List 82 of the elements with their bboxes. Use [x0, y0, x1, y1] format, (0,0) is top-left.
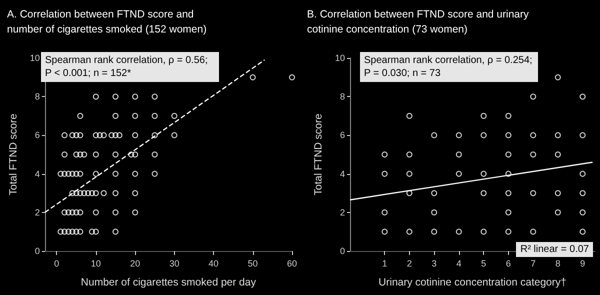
point: [480, 132, 487, 138]
y-tick-label: 8: [34, 92, 40, 102]
point: [554, 209, 561, 216]
point: [580, 170, 586, 177]
point: [382, 170, 388, 177]
y-tick-label: 0: [34, 246, 40, 256]
point: [480, 190, 487, 196]
point: [505, 209, 512, 216]
point: [554, 152, 561, 158]
point: [480, 112, 487, 119]
y-tick-label: 4: [34, 168, 40, 179]
point: [530, 94, 536, 100]
point: [431, 209, 438, 216]
x-tick-label: 20: [130, 258, 140, 268]
x-axis-title: Urinary cotinine concentration category†: [378, 276, 567, 288]
x-tick-label: 60: [286, 258, 297, 268]
x-tick-label: 10: [90, 258, 101, 268]
point: [406, 152, 412, 158]
point: [580, 132, 586, 138]
y-tick-label: 6: [34, 130, 40, 140]
point: [580, 190, 586, 196]
x-tick-label: 30: [169, 258, 180, 268]
point: [580, 209, 586, 216]
point: [554, 74, 561, 80]
point: [406, 228, 412, 235]
x-tick-label: 7: [530, 258, 536, 268]
point: [456, 228, 462, 235]
point: [505, 132, 512, 138]
y-tick-label: 6: [340, 130, 345, 140]
x-tick-label: 1: [382, 258, 388, 268]
point: [406, 190, 412, 196]
chart-title: A. Correlation between FTND score and number of cigarettes smoked (152 women): [7, 8, 207, 36]
point: [456, 170, 462, 177]
x-tick-label: 5: [481, 258, 486, 268]
point: [530, 228, 536, 235]
x-tick-label: 2: [406, 258, 412, 268]
point: [431, 228, 438, 235]
x-tick-label: 8: [555, 258, 560, 268]
y-tick-label: 2: [340, 207, 345, 218]
point: [382, 228, 388, 235]
x-tick-label: 4: [456, 258, 462, 268]
point: [382, 152, 388, 158]
y-axis-title: Total FTND score: [312, 114, 325, 196]
y-axis-title: Total FTND score: [8, 114, 20, 196]
x-tick-label: 3: [432, 258, 437, 268]
point: [431, 132, 438, 138]
point: [456, 132, 462, 138]
point: [505, 170, 512, 177]
x-tick-label: 9: [580, 258, 586, 268]
y-tick-label: 8: [340, 92, 345, 102]
point: [530, 132, 536, 138]
point: [554, 190, 561, 196]
point: [505, 190, 512, 196]
x-tick-label: 50: [248, 258, 258, 268]
y-tick-label: 10: [334, 53, 345, 63]
point: [406, 170, 412, 177]
point: [406, 112, 412, 119]
point: [480, 228, 487, 235]
point: [580, 94, 586, 100]
chart-title: B. Correlation between FTND score and urinary cotinine concentration (73 women): [307, 8, 532, 36]
point: [480, 170, 487, 177]
point: [530, 190, 536, 196]
x-tick-label: 6: [506, 258, 511, 268]
y-tick-label: 4: [340, 168, 345, 179]
point: [382, 209, 388, 216]
annotation: Spearman rank correlation, ρ = 0.56; P < 0.001; n = 152*: [41, 52, 219, 82]
x-axis-title: Number of cigarettes smoked per day: [80, 276, 257, 288]
point: [505, 112, 512, 119]
point: [505, 228, 512, 235]
annotation: Spearman rank correlation, ρ = 0.254; P = 0.030; n = 73: [360, 52, 538, 82]
point: [530, 152, 536, 158]
point: [431, 190, 438, 196]
point: [580, 228, 586, 235]
annotation: R² linear = 0.07: [516, 242, 593, 257]
x-tick-label: 0: [54, 258, 60, 268]
x-tick-label: 40: [208, 258, 219, 268]
y-tick-label: 10: [30, 53, 40, 63]
point: [554, 132, 561, 138]
point: [456, 152, 462, 158]
point: [505, 152, 512, 158]
y-tick-label: 0: [340, 246, 345, 256]
y-tick-label: 2: [34, 207, 40, 218]
